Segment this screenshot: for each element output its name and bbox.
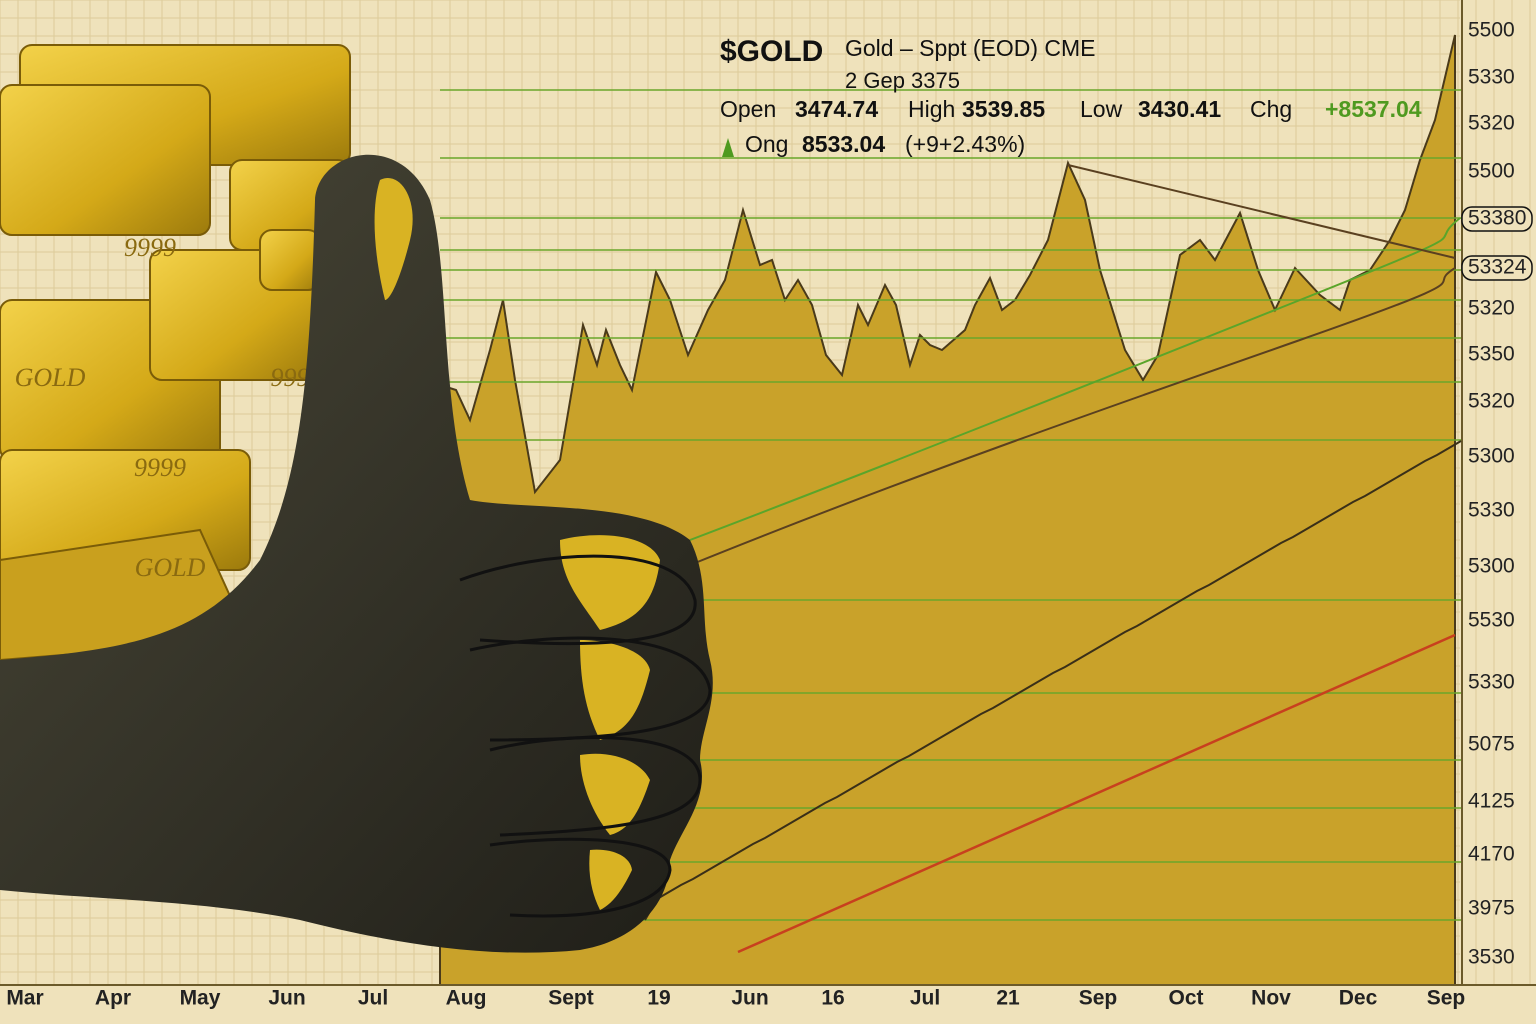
quote-value: 3474.74 [795, 96, 878, 122]
symbol: $GOLD [720, 35, 823, 68]
description: Gold – Sppt (EOD) CME [845, 35, 1096, 61]
up-arrow [722, 138, 734, 157]
label-callout [1461, 206, 1533, 232]
y-axis-label: 5320 [1468, 297, 1515, 320]
x-axis-label: 19 [647, 987, 670, 1010]
finger-outlines [459, 554, 712, 918]
y-axis-label: 5320 [1468, 390, 1515, 413]
x-axis-label: 21 [996, 987, 1020, 1010]
paint-smear [589, 849, 632, 910]
paint-smear [580, 640, 650, 740]
bar-stamp: 9999 [134, 453, 186, 482]
label-callout [1461, 255, 1533, 281]
quote-label: Chg [1250, 96, 1292, 122]
moving-average [689, 217, 1461, 541]
x-axis-label: Sep [1079, 987, 1118, 1010]
y-axis-label: 4125 [1468, 790, 1515, 813]
red-line [737, 633, 1456, 954]
y-axis-label: 5530 [1468, 609, 1515, 632]
x-axis-label: Jun [731, 987, 768, 1010]
quote-value: 3430.41 [1138, 96, 1221, 122]
y-axis-label: 5330 [1468, 671, 1515, 694]
y-axis-label: 5500 [1468, 19, 1515, 42]
x-axis-label: Jul [910, 987, 940, 1010]
fist [0, 154, 713, 953]
paint-smear [374, 178, 413, 300]
y-axis-label: 5330 [1468, 499, 1515, 522]
quote-label: High [908, 96, 955, 122]
bar-stamp: GOLD [135, 553, 206, 582]
x-axis-label: Jul [358, 987, 388, 1010]
x-axis-label: Sep [1427, 987, 1466, 1010]
y-axis-label: 5320 [1468, 112, 1515, 135]
quote-value: +8537.04 [1325, 96, 1422, 122]
x-axis-label: Mar [6, 987, 43, 1010]
quote-label: Open [720, 96, 776, 122]
date-line: 2 Gep 3375 [845, 68, 960, 93]
bar-stamp: 999 [271, 363, 310, 392]
trend-line [1067, 164, 1456, 259]
gold-bar [0, 84, 211, 236]
change-label: Ong [745, 131, 788, 157]
x-axis-label: Apr [95, 987, 131, 1010]
y-axis-label: 5300 [1468, 555, 1515, 578]
y-axis-label: 5300 [1468, 445, 1515, 468]
quote-label: Low [1080, 96, 1123, 122]
thumbs-up-fist [0, 154, 713, 953]
change-value: 8533.04 [802, 131, 885, 157]
lower-line [644, 440, 1462, 921]
y-axis-label: 5330 [1468, 66, 1515, 89]
moving-average [689, 267, 1456, 566]
indicator-lines [0, 0, 1536, 986]
y-axis-label: 5075 [1468, 733, 1515, 756]
x-axis-label: Jun [268, 987, 305, 1010]
texts: $GOLD Gold – Sppt (EOD) CME 2 Gep 3375 Open… [6, 19, 1533, 1010]
x-axis-label: Aug [446, 987, 487, 1010]
gold-bar [259, 229, 321, 291]
y-axis-label: 3975 [1468, 897, 1515, 920]
x-axis-label: Nov [1251, 987, 1291, 1010]
x-axis-label: 16 [821, 987, 844, 1010]
x-axis-label: Dec [1339, 987, 1378, 1010]
x-axis-label: May [180, 987, 221, 1010]
quote-value: 3539.85 [962, 96, 1045, 122]
y-axis-label: 3530 [1468, 946, 1515, 969]
y-axis-label: 5500 [1468, 160, 1515, 183]
bar-stamp: 9999 [124, 233, 176, 262]
paint-smear [580, 753, 650, 835]
bar-stamp: GOLD [15, 363, 86, 392]
change-pct: (+9+2.43%) [905, 131, 1025, 157]
x-axis-label: Oct [1168, 987, 1203, 1010]
y-axis-label: 5350 [1468, 343, 1515, 366]
y-axis-label: 4170 [1468, 843, 1515, 866]
y-axis-label: 53324 [1468, 256, 1527, 279]
y-axis-label: 53380 [1468, 207, 1526, 230]
x-axis-label: Sept [548, 987, 594, 1010]
